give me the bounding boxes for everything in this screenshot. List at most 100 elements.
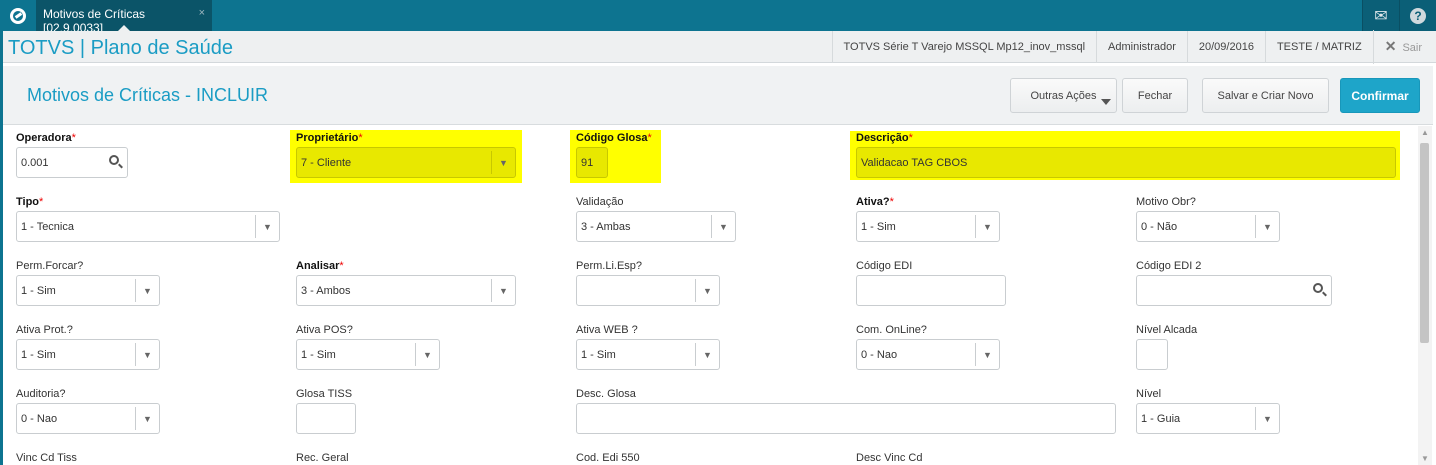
label-operadora: Operadora* — [16, 132, 76, 144]
field-value: 3 - Ambos — [301, 284, 351, 297]
perm-li-esp-select[interactable]: ▼ — [576, 275, 720, 306]
label-ativa-pos: Ativa POS? — [296, 324, 353, 336]
scroll-down-icon[interactable]: ▼ — [1421, 454, 1429, 463]
ativa-web-select[interactable]: 1 - Sim ▼ — [576, 339, 720, 370]
label-text: Validação — [576, 196, 624, 208]
nivel-select[interactable]: 1 - Guia ▼ — [1136, 403, 1280, 434]
chevron-down-icon[interactable]: ▼ — [1255, 215, 1279, 238]
app-header: TOTVS | Plano de Saúde TOTVS Série T Var… — [3, 30, 1436, 64]
chevron-down-icon[interactable]: ▼ — [135, 407, 159, 430]
vertical-scrollbar[interactable]: ▲ ▼ — [1418, 126, 1432, 465]
label-tipo: Tipo* — [16, 196, 43, 208]
scrollbar-thumb[interactable] — [1420, 143, 1429, 343]
ativa-select[interactable]: 1 - Sim ▼ — [856, 211, 1000, 242]
field-value: 0 - Nao — [21, 412, 58, 425]
desc-glosa-input[interactable] — [576, 403, 1116, 434]
proprietario-select[interactable]: 7 - Cliente ▼ — [296, 147, 516, 178]
label-text: Perm.Li.Esp? — [576, 260, 643, 272]
tab-close-icon[interactable]: × — [198, 7, 205, 19]
other-actions-button[interactable]: Outras Ações — [1010, 78, 1117, 113]
search-icon[interactable] — [1313, 283, 1323, 293]
label-vinc-cd-tiss: Vinc Cd Tiss — [16, 452, 77, 464]
logout-button[interactable]: ✕ Sair — [1372, 30, 1436, 64]
company-label: TESTE / MATRIZ — [1264, 31, 1373, 63]
save-and-new-button[interactable]: Salvar e Criar Novo — [1202, 78, 1329, 113]
field-value: 1 - Sim — [301, 348, 336, 361]
chevron-down-icon[interactable]: ▼ — [975, 215, 999, 238]
page-header: Motivos de Críticas - INCLUIR Outras Açõ… — [3, 66, 1433, 125]
ativa-pos-select[interactable]: 1 - Sim ▼ — [296, 339, 440, 370]
chevron-down-icon[interactable]: ▼ — [415, 343, 439, 366]
chevron-down-icon — [1101, 99, 1111, 105]
label-proprietario: Proprietário* — [296, 132, 363, 144]
codigo-edi-input[interactable] — [856, 275, 1006, 306]
auditoria-select[interactable]: 0 - Nao ▼ — [16, 403, 160, 434]
chevron-down-icon[interactable]: ▼ — [975, 343, 999, 366]
chevron-down-icon[interactable]: ▼ — [695, 279, 719, 302]
label-analisar: Analisar* — [296, 260, 344, 272]
session-info: TOTVS Série T Varejo MSSQL Mp12_inov_mss… — [831, 30, 1436, 64]
label-perm-li-esp: Perm.Li.Esp? — [576, 260, 642, 272]
label-text: Operadora — [16, 132, 72, 144]
descricao-input[interactable]: Validacao TAG CBOS — [856, 147, 1396, 178]
help-icon[interactable]: ? — [1399, 0, 1436, 31]
chevron-down-icon[interactable]: ▼ — [135, 343, 159, 366]
field-value: 1 - Sim — [861, 220, 896, 233]
label-text: Código Glosa — [576, 132, 648, 144]
chevron-down-icon[interactable]: ▼ — [491, 151, 515, 174]
operadora-input[interactable]: 0.001 — [16, 147, 128, 178]
chevron-down-icon[interactable]: ▼ — [695, 343, 719, 366]
search-icon[interactable] — [109, 155, 119, 165]
label-text: Com. OnLine? — [856, 324, 927, 336]
label-text: Nível — [1136, 388, 1162, 400]
label-text: Glosa TISS — [296, 388, 353, 400]
codigo-glosa-input[interactable]: 91 — [576, 147, 608, 178]
chevron-down-icon[interactable]: ▼ — [491, 279, 515, 302]
analisar-select[interactable]: 3 - Ambos ▼ — [296, 275, 516, 306]
tipo-select[interactable]: 1 - Tecnica ▼ — [16, 211, 280, 242]
label-text: Auditoria? — [16, 388, 66, 400]
label-text: Perm.Forcar? — [16, 260, 84, 272]
field-value: 1 - Sim — [581, 348, 616, 361]
label-descricao: Descrição* — [856, 132, 913, 144]
ativa-prot-select[interactable]: 1 - Sim ▼ — [16, 339, 160, 370]
label-text: Vinc Cd Tiss — [16, 452, 77, 464]
close-button[interactable]: Fechar — [1122, 78, 1188, 113]
perm-forcar-select[interactable]: 1 - Sim ▼ — [16, 275, 160, 306]
nivel-alcada-input[interactable] — [1136, 339, 1168, 370]
logout-label: Sair — [1402, 42, 1422, 54]
codigo-edi-2-input[interactable] — [1136, 275, 1332, 306]
chevron-down-icon[interactable]: ▼ — [711, 215, 735, 238]
mail-icon[interactable]: ✉ — [1362, 0, 1399, 31]
chevron-down-icon[interactable]: ▼ — [255, 215, 279, 238]
label-text: Cod. Edi 550 — [576, 452, 640, 464]
label-ativa-prot: Ativa Prot.? — [16, 324, 73, 336]
totvs-logo-icon[interactable] — [0, 0, 36, 31]
required-marker: * — [889, 196, 894, 208]
tab-motivos-de-criticas[interactable]: Motivos de Críticas [02.9.0033] × — [36, 0, 212, 35]
label-codigo-edi-2: Código EDI 2 — [1136, 260, 1201, 272]
date-label: 20/09/2016 — [1186, 31, 1265, 63]
label-motivo-obr: Motivo Obr? — [1136, 196, 1196, 208]
field-value: Validacao TAG CBOS — [861, 156, 968, 169]
label-codigo-glosa: Código Glosa* — [576, 132, 652, 144]
chevron-down-icon[interactable]: ▼ — [1255, 407, 1279, 430]
chevron-down-icon[interactable]: ▼ — [135, 279, 159, 302]
field-value: 91 — [581, 156, 594, 169]
label-text: Rec. Geral — [296, 452, 349, 464]
label-perm-forcar: Perm.Forcar? — [16, 260, 83, 272]
com-online-select[interactable]: 0 - Nao ▼ — [856, 339, 1000, 370]
validacao-select[interactable]: 3 - Ambas ▼ — [576, 211, 736, 242]
motivo-obr-select[interactable]: 0 - Não ▼ — [1136, 211, 1280, 242]
field-value: 1 - Guia — [1141, 412, 1181, 425]
page-title: Motivos de Críticas - INCLUIR — [27, 85, 269, 105]
glosa-tiss-input[interactable] — [296, 403, 356, 434]
field-value: 1 - Sim — [21, 348, 56, 361]
label-text: Ativa Prot.? — [16, 324, 73, 336]
confirm-button[interactable]: Confirmar — [1340, 78, 1420, 113]
label-codigo-edi: Código EDI — [856, 260, 912, 272]
label-ativa-web: Ativa WEB ? — [576, 324, 638, 336]
label-text: Código EDI 2 — [1136, 260, 1202, 272]
scroll-up-icon[interactable]: ▲ — [1421, 128, 1429, 137]
label-desc-vinc-cd: Desc Vinc Cd — [856, 452, 922, 464]
